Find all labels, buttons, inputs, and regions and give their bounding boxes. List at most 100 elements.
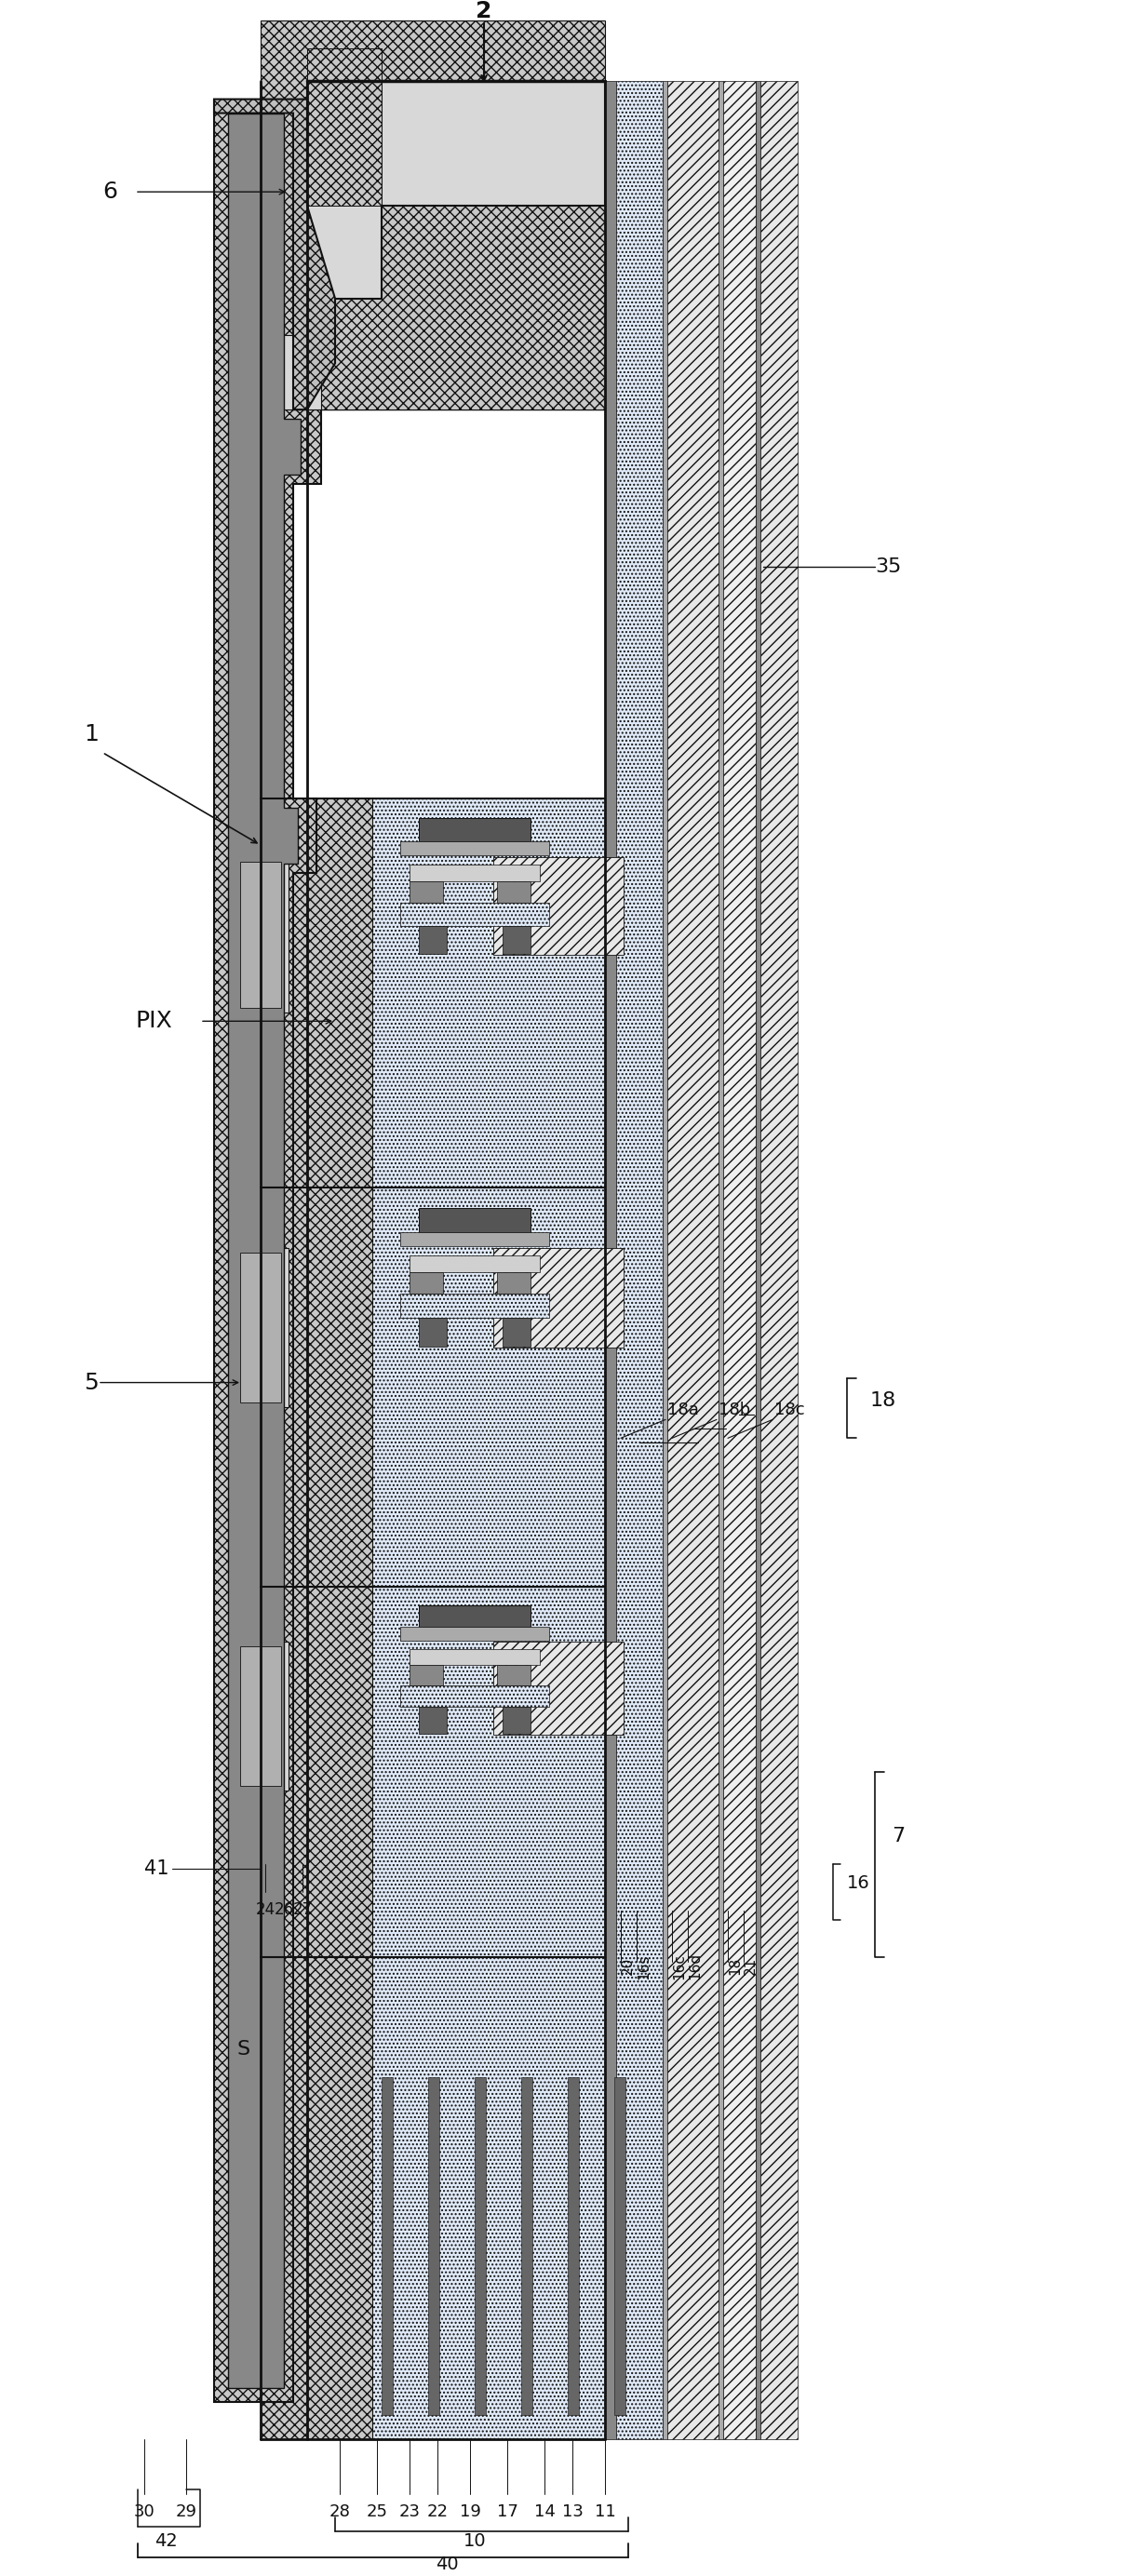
Bar	[419, 1319, 447, 1347]
Polygon shape	[228, 113, 300, 2388]
Bar	[419, 925, 447, 953]
Text: 18a: 18a	[667, 1401, 699, 1419]
Text: 35: 35	[875, 559, 901, 577]
Bar	[410, 1273, 443, 1293]
Bar	[400, 1685, 549, 1708]
Bar	[381, 2076, 393, 2414]
Text: 17: 17	[497, 2504, 517, 2519]
Bar	[493, 858, 624, 956]
Bar	[260, 335, 321, 410]
Text: 40: 40	[435, 2555, 458, 2573]
Text: 19: 19	[459, 2504, 481, 2519]
Bar	[260, 1188, 372, 1587]
Bar	[617, 80, 662, 2439]
Bar	[605, 80, 617, 2439]
Bar	[260, 799, 372, 1188]
Text: 30: 30	[134, 2504, 155, 2519]
Text: 25: 25	[367, 2504, 387, 2519]
Text: 21: 21	[743, 1958, 757, 1976]
Text: 16d: 16d	[687, 1953, 702, 1981]
Bar	[410, 1649, 540, 1664]
Bar	[521, 2076, 532, 2414]
Bar	[723, 80, 756, 2439]
Bar	[419, 819, 531, 842]
Text: 20: 20	[621, 1958, 635, 1976]
Text: 16c: 16c	[671, 1953, 686, 1978]
Bar	[400, 1231, 549, 1247]
Bar	[240, 1252, 281, 1401]
Text: 18: 18	[870, 1391, 896, 1412]
Text: 24: 24	[256, 1901, 275, 1919]
Text: 11: 11	[594, 2504, 616, 2519]
Text: 18: 18	[727, 1958, 742, 1976]
Bar	[410, 1664, 443, 1685]
Bar	[662, 80, 667, 2439]
Bar	[497, 1273, 531, 1293]
Bar	[307, 49, 381, 206]
Text: 5: 5	[83, 1370, 98, 1394]
Text: 14: 14	[533, 2504, 555, 2519]
Bar	[410, 1255, 540, 1273]
Bar	[410, 866, 540, 881]
Bar	[400, 1293, 549, 1319]
Text: 28: 28	[329, 2504, 351, 2519]
Text: 41: 41	[144, 1860, 169, 1878]
Bar	[475, 2076, 485, 2414]
Bar	[667, 80, 718, 2439]
Bar	[260, 21, 605, 410]
Bar	[502, 1708, 531, 1734]
Polygon shape	[214, 100, 321, 2401]
Bar	[718, 80, 723, 2439]
Text: 23: 23	[399, 2504, 420, 2519]
Bar	[756, 80, 761, 2439]
Text: 26: 26	[274, 1901, 293, 1919]
Bar	[419, 1708, 447, 1734]
Polygon shape	[214, 100, 335, 410]
Bar	[240, 1646, 281, 1785]
Bar	[240, 863, 281, 1007]
Bar	[233, 1247, 289, 1406]
Text: 22: 22	[427, 2504, 448, 2519]
Bar	[400, 842, 549, 855]
Bar	[568, 2076, 579, 2414]
Text: 13: 13	[562, 2504, 584, 2519]
Bar	[260, 1587, 372, 1958]
Bar	[419, 1605, 531, 1628]
Bar	[260, 1958, 372, 2439]
Bar	[233, 858, 289, 1012]
Polygon shape	[307, 80, 605, 363]
Bar	[502, 925, 531, 953]
Bar	[400, 902, 549, 925]
Bar	[493, 1641, 624, 1734]
Text: 6: 6	[103, 180, 118, 204]
Bar	[307, 80, 605, 410]
Bar	[614, 2076, 626, 2414]
Text: 29: 29	[176, 2504, 196, 2519]
Text: 18c: 18c	[774, 1401, 805, 1419]
Text: S: S	[238, 2040, 250, 2058]
Text: 18b: 18b	[718, 1401, 750, 1419]
Bar	[372, 1188, 605, 1587]
Bar	[497, 1664, 531, 1685]
Bar	[372, 1587, 605, 1958]
Text: 42: 42	[154, 2532, 177, 2550]
Bar	[372, 1958, 605, 2439]
Bar	[502, 1319, 531, 1347]
Bar	[372, 799, 605, 1188]
Bar	[400, 1628, 549, 1641]
Bar	[419, 1208, 531, 1231]
Text: 2: 2	[476, 0, 492, 23]
Text: 7: 7	[892, 1826, 904, 1847]
Text: PIX: PIX	[135, 1010, 172, 1033]
Bar	[233, 1641, 289, 1790]
Bar	[410, 881, 443, 902]
Bar	[497, 881, 531, 902]
Text: 27: 27	[292, 1901, 312, 1919]
Bar	[428, 2076, 440, 2414]
Text: 16s: 16s	[636, 1953, 651, 1978]
Text: 10: 10	[464, 2532, 486, 2550]
Bar	[493, 1247, 624, 1347]
Text: 16: 16	[847, 1875, 870, 1891]
Text: 1: 1	[83, 724, 98, 744]
Bar	[761, 80, 797, 2439]
